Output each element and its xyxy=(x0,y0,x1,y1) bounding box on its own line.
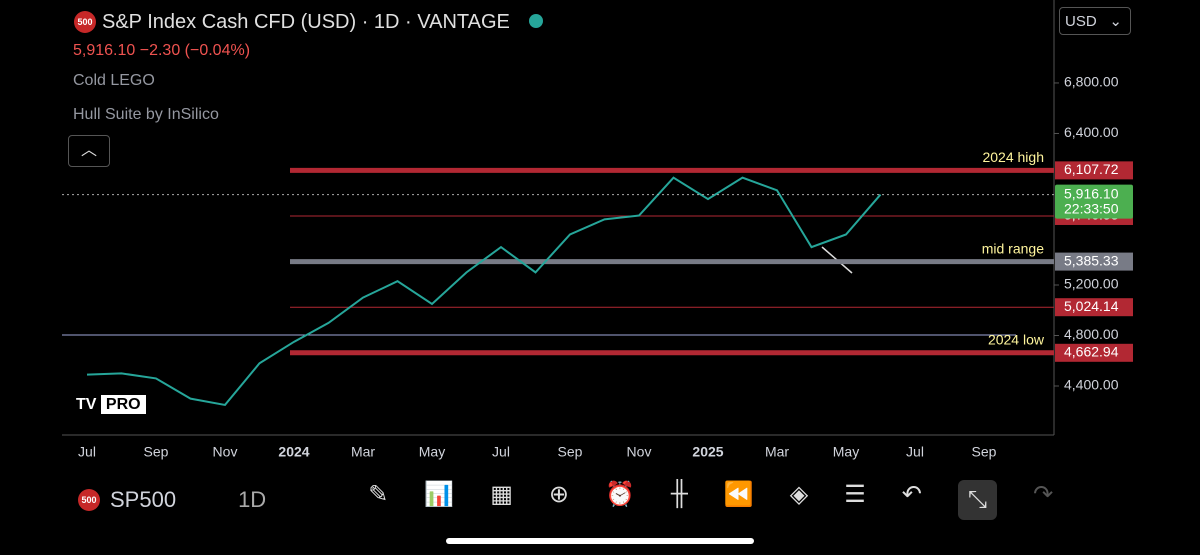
x-tick-label: Mar xyxy=(351,444,375,460)
y-tick-label: 4,400.00 xyxy=(1064,377,1119,393)
symbol-badge: 500 xyxy=(78,488,100,511)
level-label: 4,662.94 xyxy=(1064,344,1119,360)
x-tick-label: Sep xyxy=(972,444,997,460)
x-tick-label: Jul xyxy=(906,444,924,460)
x-tick-label: Sep xyxy=(144,444,169,460)
level-label-bg xyxy=(1055,161,1133,180)
x-tick-label: 2024 xyxy=(278,444,309,460)
currency: USD xyxy=(1065,13,1097,30)
x-tick-label: Jul xyxy=(78,444,96,460)
x-tick-label: Nov xyxy=(213,444,238,460)
countdown: 22:33:50 xyxy=(1064,200,1119,216)
currency-select[interactable]: USD ⌄ xyxy=(1059,7,1131,35)
home-indicator xyxy=(446,538,754,544)
indicator[interactable]: Cold LEGO xyxy=(73,72,155,89)
level-note: 2024 high xyxy=(982,149,1044,165)
alert-tool[interactable]: ⏰ xyxy=(604,480,635,508)
fullscreen[interactable]: ⤡ xyxy=(957,479,998,520)
level-label-bg xyxy=(1055,343,1133,362)
y-tick-label: 6,800.00 xyxy=(1064,74,1119,90)
y-tick-label: 4,800.00 xyxy=(1064,326,1119,342)
toolbar: 500 SP500 1D ✎ 📊 ▦ ⊕ ⏰ ╫ ⏪ ◈ ☰ ↶ ⤡ ↷ xyxy=(0,472,1200,527)
level-label-bg xyxy=(1055,298,1133,317)
level-note: 2024 low xyxy=(988,332,1045,348)
tv-logo: TV PRO xyxy=(76,395,146,414)
x-tick-label: Sep xyxy=(558,444,583,460)
draw-tool[interactable]: ✎ xyxy=(368,480,389,508)
x-tick-label: May xyxy=(833,444,859,460)
x-tick-label: Jul xyxy=(492,444,510,460)
x-tick-label: 2025 xyxy=(692,444,723,460)
x-tick-label: May xyxy=(419,444,445,460)
indicators-tool[interactable]: 📊 xyxy=(424,480,455,508)
layers-tool[interactable]: ◈ xyxy=(789,480,809,508)
y-tick-label: 5,200.00 xyxy=(1064,276,1119,292)
tool-icons: ✎ 📊 ▦ ⊕ ⏰ ╫ ⏪ ◈ ☰ ↶ ⤡ ↷ xyxy=(368,479,1054,520)
price-line xyxy=(86,176,882,407)
settings-tool[interactable]: ☰ xyxy=(844,480,866,508)
x-tick-label: Nov xyxy=(627,444,652,460)
chart-title: S&P Index Cash CFD (USD) · 1D · VANTAGE xyxy=(102,11,510,33)
candles-tool[interactable]: ╫ xyxy=(670,479,688,507)
last-price-bg xyxy=(1055,184,1133,219)
last-price-label: 5,916.10 xyxy=(1064,185,1119,201)
layouts-tool[interactable]: ▦ xyxy=(490,480,513,508)
symbol[interactable]: SP500 xyxy=(110,486,177,512)
quote: 5,916.10 −2.30 (−0.04%) xyxy=(73,42,251,59)
symbol-badge: 500 xyxy=(74,11,96,33)
level-label-bg xyxy=(1055,252,1133,271)
level-note: mid range xyxy=(982,240,1044,256)
replay-tool[interactable]: ⏪ xyxy=(723,480,754,508)
y-tick-label: 6,400.00 xyxy=(1064,124,1119,140)
chart: 6,800.00 6,400.00 5,200.00 4,800.00 4,400.00… xyxy=(62,0,1133,460)
collapse-button[interactable]: ︿ xyxy=(68,135,110,167)
add-tool[interactable]: ⊕ xyxy=(548,480,569,508)
level-label: 5,024.14 xyxy=(1064,298,1119,314)
x-tick-label: Mar xyxy=(765,444,789,460)
interval[interactable]: 1D xyxy=(238,486,267,512)
level-label: 5,385.33 xyxy=(1064,252,1119,268)
level-label: 6,107.72 xyxy=(1064,161,1119,177)
redo[interactable]: ↷ xyxy=(1033,480,1054,508)
status-dot xyxy=(529,14,543,28)
indicator[interactable]: Hull Suite by InSilico xyxy=(73,106,219,123)
undo[interactable]: ↶ xyxy=(901,480,922,508)
